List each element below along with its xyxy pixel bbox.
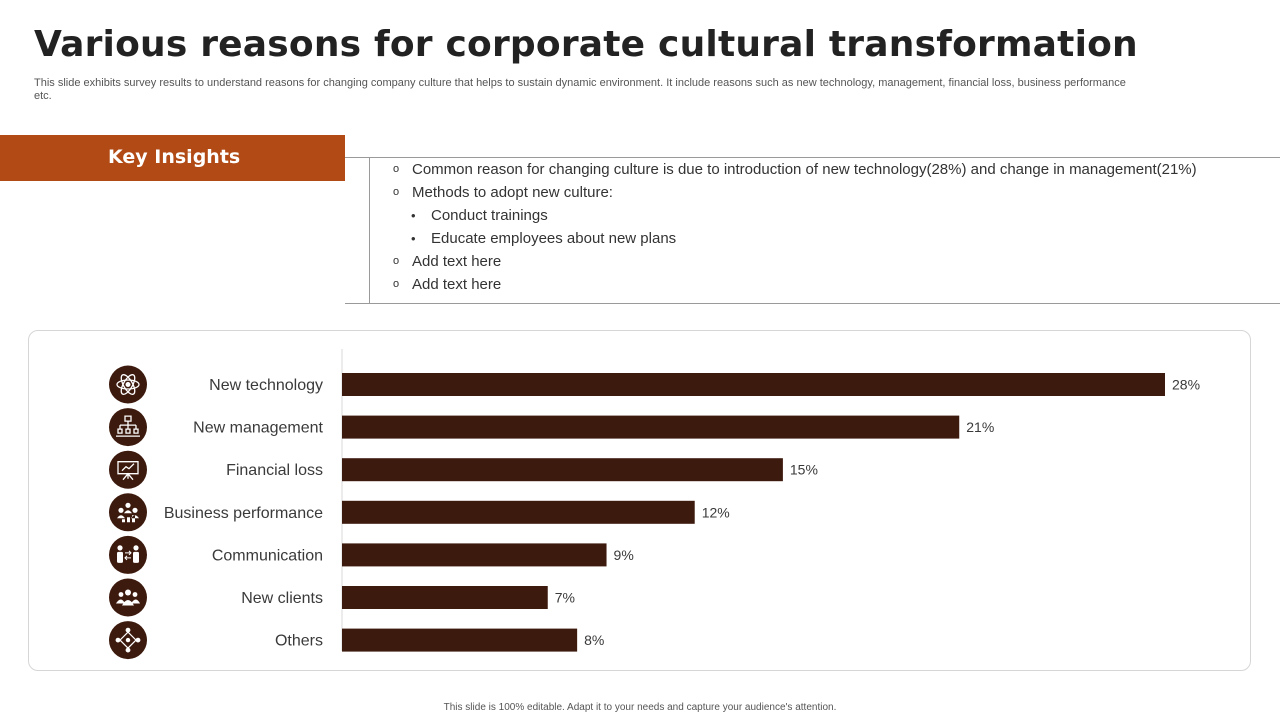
bullet-marker: • [411,231,416,246]
value-label: 7% [555,590,575,606]
user-group-icon [109,578,147,617]
insight-item: • Conduct trainings [393,204,1197,227]
circle-marker: o [393,255,400,267]
circle-marker: o [393,278,400,290]
bar [342,500,695,524]
key-insights-heading: Key Insights [108,146,241,168]
org-chart-icon [109,408,147,447]
circle-marker: o [393,163,400,175]
page-subtitle: This slide exhibits survey results to un… [34,77,1126,102]
category-label: Financial loss [226,462,323,479]
category-label: New clients [241,590,323,607]
key-insights-frame [345,157,1280,304]
value-label: 9% [614,547,634,563]
insight-text: Add text here [412,253,502,270]
bar [342,543,607,567]
insight-text: Educate employees about new plans [431,230,677,247]
insight-item: o Methods to adopt new culture: [393,181,1197,204]
value-label: 15% [790,462,818,478]
presentation-board-icon [109,450,147,489]
page-title: Various reasons for corporate cultural t… [34,24,1138,65]
bullet-marker: • [411,208,416,223]
network-people-icon [109,621,147,660]
value-label: 12% [702,504,730,520]
insight-text: Conduct trainings [431,207,548,224]
bar [342,628,578,652]
reasons-bar-chart: New technology 28% New management 21% Financ… [109,349,1200,660]
category-label: New management [193,420,323,437]
bar [342,586,548,609]
bar [342,373,1165,396]
insight-text: Common reason for changing culture is du… [412,161,1197,178]
footer-note: This slide is 100% editable. Adapt it to… [443,702,837,713]
atom-icon [109,365,147,404]
insight-text: Methods to adopt new culture: [412,184,613,201]
circle-marker: o [393,186,400,198]
people-exchange-icon [109,535,147,574]
category-label: Others [275,633,323,650]
insight-item: o Add text here [393,250,1197,273]
key-insights-frame-divider [369,157,370,304]
value-label: 8% [584,632,604,648]
key-insights-banner: Key Insights [0,135,345,181]
chart-card: New technology 28% New management 21% Financ… [28,330,1251,671]
key-insights-list: o Common reason for changing culture is d… [393,158,1197,296]
bar [342,415,960,439]
category-label: New technology [209,377,323,394]
insight-item: • Educate employees about new plans [393,227,1197,250]
value-label: 28% [1172,377,1200,393]
category-label: Business performance [164,505,323,522]
bar [342,458,783,482]
category-label: Communication [212,547,323,564]
team-growth-icon [109,493,147,532]
value-label: 21% [966,419,994,435]
insight-item: o Common reason for changing culture is d… [393,158,1197,181]
insight-item: o Add text here [393,273,1197,296]
insight-text: Add text here [412,276,502,293]
